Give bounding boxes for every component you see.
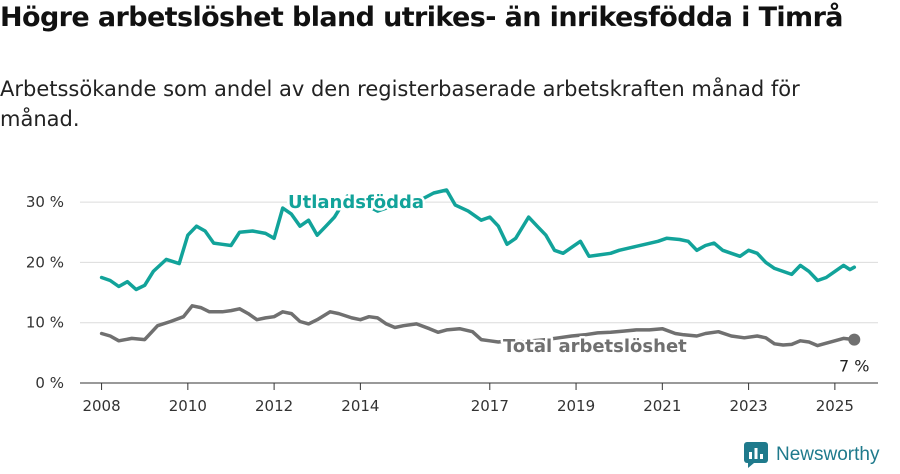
end-point-dot [848,333,861,346]
series-lines [99,188,861,348]
y-tick-label: 0 % [35,374,64,392]
newsworthy-logo-icon [744,442,768,468]
series-label-total: Total arbetslöshet [503,336,687,357]
x-axis: 2008 2010 2012 2014 2017 2019 2021 2023 2025 [80,382,878,415]
x-tick-label: 2010 [169,397,207,415]
brand: Newsworthy [744,442,879,468]
end-value-label: 7 % [839,357,869,376]
x-tick-label: 2025 [816,397,854,415]
x-tick-label: 2008 [82,397,120,415]
x-tick-label: 2023 [730,397,768,415]
grid-lines [80,201,878,324]
x-tick-label: 2012 [255,397,293,415]
y-tick-label: 20 % [26,253,64,271]
brand-name: Newsworthy [776,444,880,465]
series-line-utlandsfodda [99,188,857,292]
x-tick-label: 2014 [341,397,379,415]
series-labels: Utlandsfödda Total arbetslöshet 7 % [286,190,870,376]
series-line-total [99,304,857,348]
x-tick-label: 2021 [643,397,681,415]
x-tick-label: 2019 [557,397,595,415]
page-subtitle: Arbetssökande som andel av den registerb… [0,77,800,131]
line-chart: 0 % 10 % 20 % 30 % 2008 2010 2012 2014 2017 2019… [26,188,878,415]
page-title: Högre arbetslöshet bland utrikes- än inr… [0,2,844,33]
y-tick-label: 30 % [26,193,64,211]
y-tick-label: 10 % [26,314,64,332]
series-label-utlandsfodda: Utlandsfödda [288,192,424,213]
y-axis-ticks: 0 % 10 % 20 % 30 % [26,193,64,392]
x-tick-label: 2017 [471,397,509,415]
